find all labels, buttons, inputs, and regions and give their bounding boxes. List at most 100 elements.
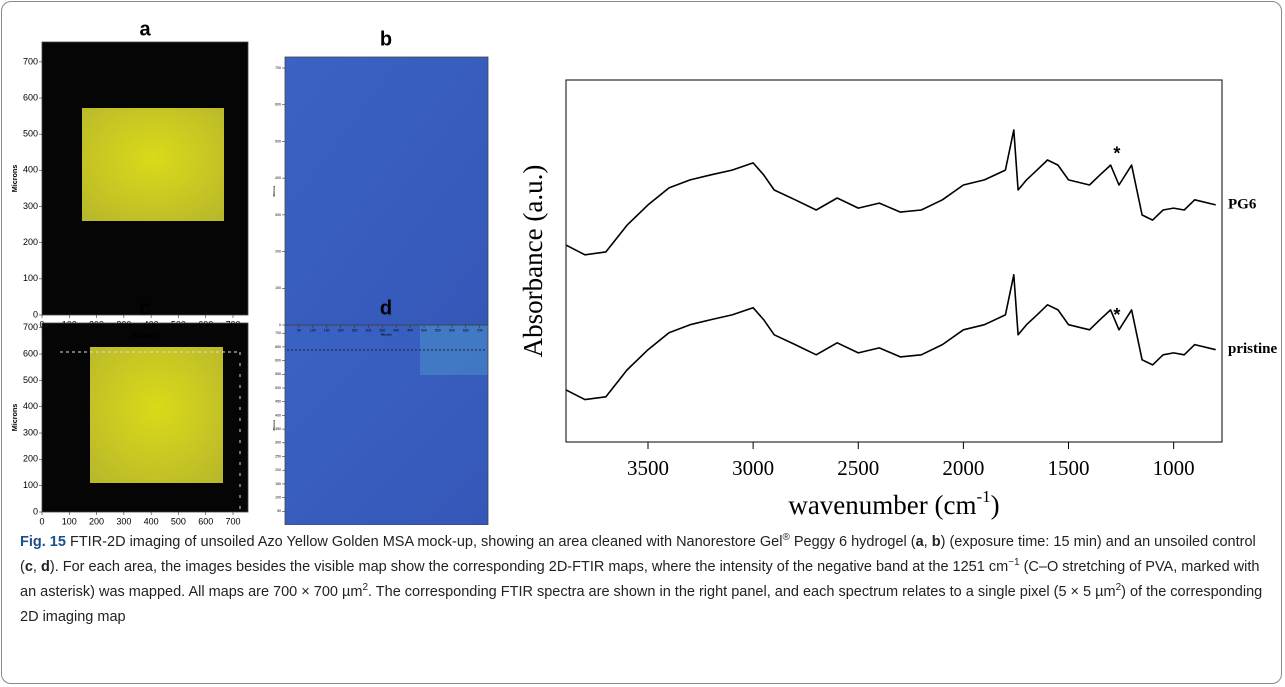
- y-tick-label: 400: [23, 165, 38, 175]
- y-tick-label: 400: [275, 413, 281, 417]
- x-axis-label-part: -1: [977, 487, 991, 506]
- figure-graphics: a0 100 200 300 400 500 600 70001002003004005006…: [10, 18, 1278, 525]
- caption-run: 2: [362, 582, 368, 594]
- series-label: pristine: [1228, 341, 1278, 357]
- panel-label: a: [139, 18, 151, 40]
- caption-run: (C–O stretching of PVA, marked with an a…: [20, 559, 1260, 600]
- x-tick-label: 400: [144, 517, 159, 525]
- x-tick-label: 500: [171, 517, 186, 525]
- plot-frame: [565, 79, 1223, 443]
- x-tick-label: 200: [89, 517, 104, 525]
- x-tick-label: 0: [39, 517, 44, 525]
- x-tick-label: 150: [324, 329, 330, 333]
- x-tick-label: 650: [463, 329, 469, 333]
- y-tick-label: 450: [275, 400, 281, 404]
- y-tick-label: 600: [23, 348, 38, 358]
- y-axis-label: Absorbance (a.u.): [518, 165, 548, 358]
- y-tick-label: 650: [275, 345, 281, 349]
- y-tick-label: 300: [23, 427, 38, 437]
- caption-run: Fig. 15: [20, 534, 66, 550]
- y-axis-label: Microns: [10, 404, 19, 432]
- x-tick-label: 700: [225, 517, 240, 525]
- x-tick-label: 400: [393, 329, 399, 333]
- caption-run: ,: [923, 534, 932, 550]
- y-tick-label: 100: [275, 496, 281, 500]
- x-tick-label: 300: [116, 517, 131, 525]
- panel-frame: [41, 322, 249, 513]
- y-tick-label: 50: [277, 509, 281, 513]
- y-tick-label: 400: [275, 176, 281, 180]
- x-tick-label: 200: [338, 329, 344, 333]
- x-tick-label: 500: [171, 320, 186, 330]
- y-tick-label: 0: [33, 309, 38, 319]
- y-tick-label: 600: [275, 103, 281, 107]
- y-tick-label: 300: [23, 201, 38, 211]
- x-tick-label: 400: [144, 320, 159, 330]
- x-tick-label: 600: [198, 320, 213, 330]
- x-tick-label: 100: [62, 517, 77, 525]
- visible-map: [82, 108, 224, 221]
- y-tick-label: 400: [23, 401, 38, 411]
- x-tick-label: 3000: [732, 456, 774, 480]
- x-tick-label: 350: [379, 329, 385, 333]
- x-tick-label: 1000: [1153, 456, 1195, 480]
- y-tick-label: 700: [275, 66, 281, 70]
- caption-run: 2: [1115, 582, 1122, 594]
- caption-run: d: [40, 559, 50, 575]
- x-tick-label: 2500: [837, 456, 879, 480]
- x-tick-label: 100: [310, 329, 316, 333]
- caption-run: ). For each area, the images besides the…: [49, 559, 1009, 575]
- y-tick-label: 250: [275, 454, 281, 458]
- x-tick-label: 550: [435, 329, 441, 333]
- y-tick-label: 300: [275, 441, 281, 445]
- x-tick-label: 100: [62, 320, 77, 330]
- caption-run: ,: [32, 559, 41, 575]
- y-tick-label: 100: [275, 286, 281, 290]
- y-tick-label: 200: [23, 454, 38, 464]
- y-tick-label: 0: [279, 323, 281, 327]
- x-tick-label: 300: [366, 329, 372, 333]
- y-tick-label: 100: [23, 273, 38, 283]
- y-tick-label: 100: [23, 480, 38, 490]
- y-tick-label: 500: [275, 139, 281, 143]
- y-tick-label: 700: [275, 331, 281, 335]
- y-tick-label: 300: [275, 213, 281, 217]
- y-tick-label: 200: [275, 468, 281, 472]
- caption-run: c: [24, 559, 33, 575]
- annotation: *: [1113, 144, 1120, 164]
- x-tick-label: 600: [449, 329, 455, 333]
- x-axis-label-part: wavenumber (cm: [788, 490, 976, 520]
- y-tick-label: 500: [23, 129, 38, 139]
- x-tick-label: 700: [477, 329, 483, 333]
- y-tick-label: 350: [275, 427, 281, 431]
- panel-label: d: [380, 297, 392, 319]
- x-tick-label: 700: [225, 320, 240, 330]
- caption-run: FTIR-2D imaging of unsoiled Azo Yellow G…: [65, 534, 783, 550]
- x-tick-label: 3500: [627, 456, 669, 480]
- visible-map: [90, 347, 223, 483]
- x-tick-label: 1500: [1048, 456, 1090, 480]
- caption: Fig. 15 FTIR-2D imaging of unsoiled Azo …: [20, 530, 1265, 630]
- panel-frame: [41, 41, 249, 316]
- x-axis-label: Microns: [381, 333, 392, 337]
- y-tick-label: 200: [275, 249, 281, 253]
- y-tick-label: 200: [23, 237, 38, 247]
- panel-frame: [284, 324, 489, 525]
- y-tick-label: 500: [275, 386, 281, 390]
- y-tick-label: 0: [33, 506, 38, 516]
- x-axis-label: Microns: [131, 331, 159, 340]
- caption-run: −1: [1008, 557, 1020, 569]
- y-tick-label: 600: [23, 92, 38, 102]
- y-tick-label: 500: [23, 375, 38, 385]
- ftir-map: [285, 57, 488, 325]
- caption-run: Peggy 6 hydrogel (: [789, 534, 916, 550]
- x-axis-label-part: ): [991, 490, 1000, 520]
- annotation: *: [1113, 305, 1120, 325]
- y-axis-label: Microns: [272, 419, 276, 430]
- y-axis-label: Microns: [10, 165, 19, 193]
- x-tick-label: 250: [352, 329, 358, 333]
- caption-run: ) of the corresponding 2D imaging map: [20, 584, 1263, 625]
- x-tick-label: 2000: [942, 456, 984, 480]
